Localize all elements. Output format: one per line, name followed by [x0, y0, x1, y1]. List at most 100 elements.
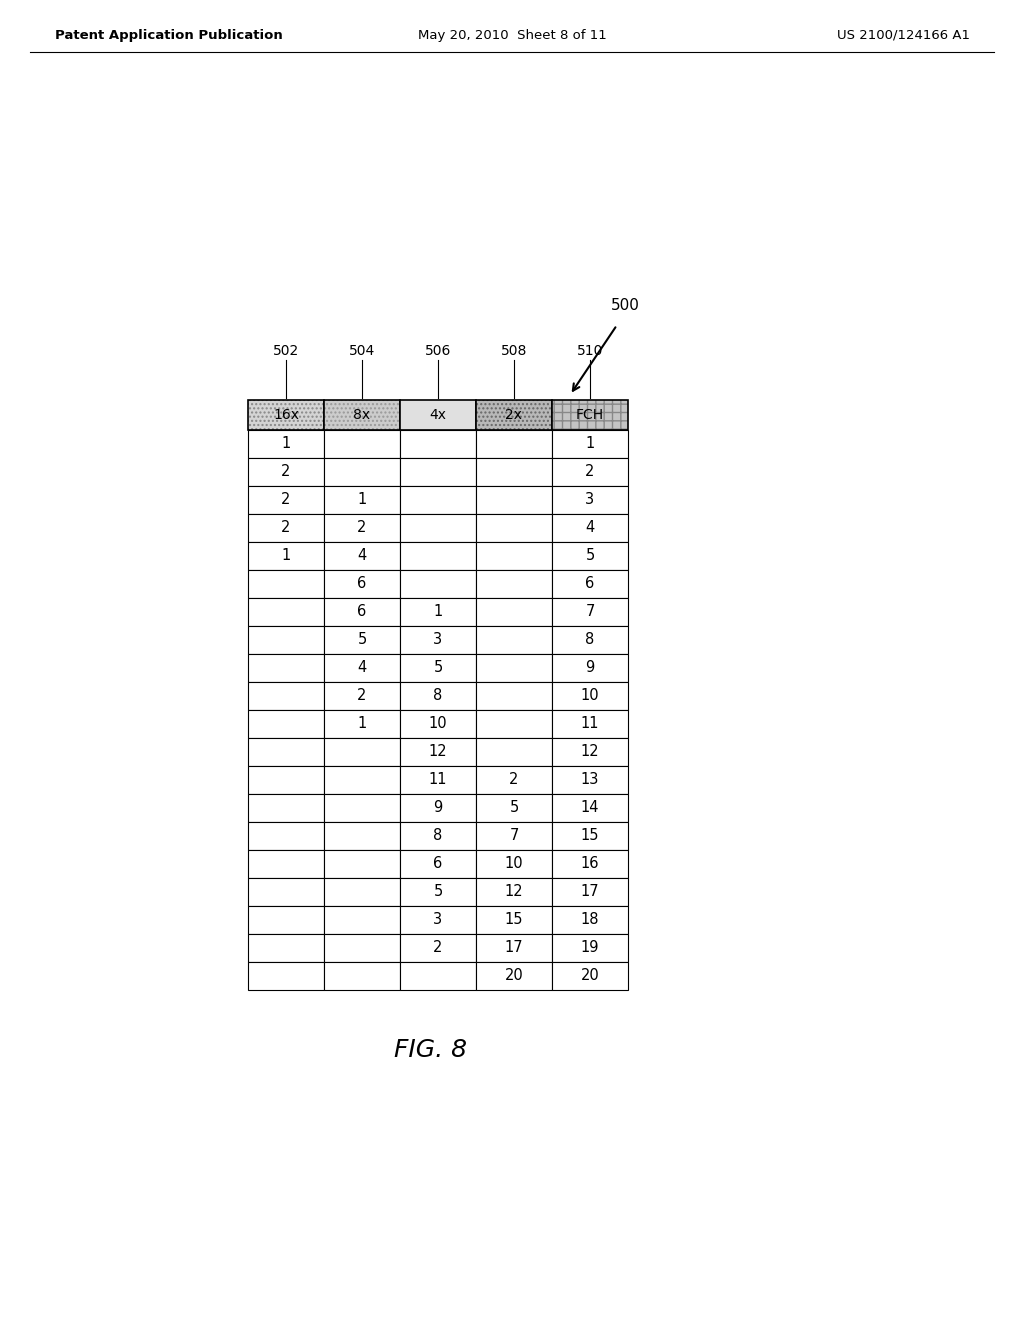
Bar: [476, 935, 552, 962]
Bar: [476, 795, 552, 822]
Bar: [400, 710, 476, 738]
Bar: [476, 486, 552, 513]
Text: 3: 3: [433, 912, 442, 928]
Text: May 20, 2010  Sheet 8 of 11: May 20, 2010 Sheet 8 of 11: [418, 29, 606, 41]
Bar: [476, 626, 552, 653]
Bar: [248, 878, 324, 906]
Bar: [552, 543, 628, 570]
Text: 15: 15: [581, 829, 599, 843]
Bar: [552, 682, 628, 710]
Bar: [552, 626, 628, 653]
Text: 17: 17: [505, 940, 523, 956]
Text: 12: 12: [581, 744, 599, 759]
Bar: [552, 513, 628, 543]
Bar: [400, 458, 476, 486]
Bar: [248, 738, 324, 766]
Bar: [324, 626, 400, 653]
Bar: [324, 513, 400, 543]
Bar: [400, 738, 476, 766]
Bar: [324, 766, 400, 795]
Bar: [248, 850, 324, 878]
Bar: [400, 543, 476, 570]
Bar: [248, 570, 324, 598]
Text: 4: 4: [357, 660, 367, 676]
Text: 8x: 8x: [353, 408, 371, 422]
Bar: [324, 570, 400, 598]
Text: FIG. 8: FIG. 8: [393, 1038, 467, 1063]
Text: 3: 3: [433, 632, 442, 648]
Bar: [552, 822, 628, 850]
Bar: [324, 878, 400, 906]
Bar: [400, 795, 476, 822]
Text: 16: 16: [581, 857, 599, 871]
Text: 11: 11: [429, 772, 447, 788]
Bar: [324, 458, 400, 486]
Text: 18: 18: [581, 912, 599, 928]
Text: 20: 20: [505, 969, 523, 983]
Text: 2: 2: [357, 520, 367, 536]
Bar: [400, 822, 476, 850]
Text: 510: 510: [577, 345, 603, 358]
Text: 8: 8: [586, 632, 595, 648]
Text: 16x: 16x: [273, 408, 299, 422]
Text: 2: 2: [586, 465, 595, 479]
Bar: [552, 962, 628, 990]
Text: 17: 17: [581, 884, 599, 899]
Text: 8: 8: [433, 689, 442, 704]
Bar: [552, 653, 628, 682]
Bar: [552, 400, 628, 430]
Bar: [476, 738, 552, 766]
Text: 1: 1: [357, 717, 367, 731]
Bar: [324, 400, 400, 430]
Text: 6: 6: [357, 577, 367, 591]
Bar: [324, 710, 400, 738]
Text: 2: 2: [433, 940, 442, 956]
Text: 5: 5: [433, 884, 442, 899]
Bar: [552, 795, 628, 822]
Text: 2: 2: [357, 689, 367, 704]
Bar: [476, 543, 552, 570]
Bar: [324, 682, 400, 710]
Bar: [476, 962, 552, 990]
Bar: [400, 653, 476, 682]
Bar: [324, 543, 400, 570]
Bar: [552, 598, 628, 626]
Bar: [476, 653, 552, 682]
Text: 15: 15: [505, 912, 523, 928]
Bar: [248, 400, 324, 430]
Bar: [248, 962, 324, 990]
Bar: [324, 738, 400, 766]
Bar: [324, 430, 400, 458]
Text: 12: 12: [429, 744, 447, 759]
Bar: [552, 458, 628, 486]
Bar: [400, 766, 476, 795]
Text: 4: 4: [586, 520, 595, 536]
Text: 1: 1: [282, 437, 291, 451]
Text: 9: 9: [433, 800, 442, 816]
Text: 10: 10: [581, 689, 599, 704]
Bar: [400, 598, 476, 626]
Bar: [400, 906, 476, 935]
Bar: [248, 430, 324, 458]
Bar: [476, 400, 552, 430]
Text: 2: 2: [509, 772, 519, 788]
Bar: [476, 513, 552, 543]
Bar: [552, 935, 628, 962]
Bar: [476, 710, 552, 738]
Text: 1: 1: [282, 549, 291, 564]
Text: 14: 14: [581, 800, 599, 816]
Bar: [476, 570, 552, 598]
Bar: [552, 906, 628, 935]
Bar: [248, 400, 324, 430]
Bar: [476, 766, 552, 795]
Text: 13: 13: [581, 772, 599, 788]
Text: 2: 2: [282, 465, 291, 479]
Text: 500: 500: [610, 298, 639, 313]
Bar: [552, 430, 628, 458]
Bar: [324, 822, 400, 850]
Bar: [324, 850, 400, 878]
Bar: [248, 766, 324, 795]
Bar: [324, 935, 400, 962]
Text: FCH: FCH: [575, 408, 604, 422]
Text: 7: 7: [509, 829, 519, 843]
